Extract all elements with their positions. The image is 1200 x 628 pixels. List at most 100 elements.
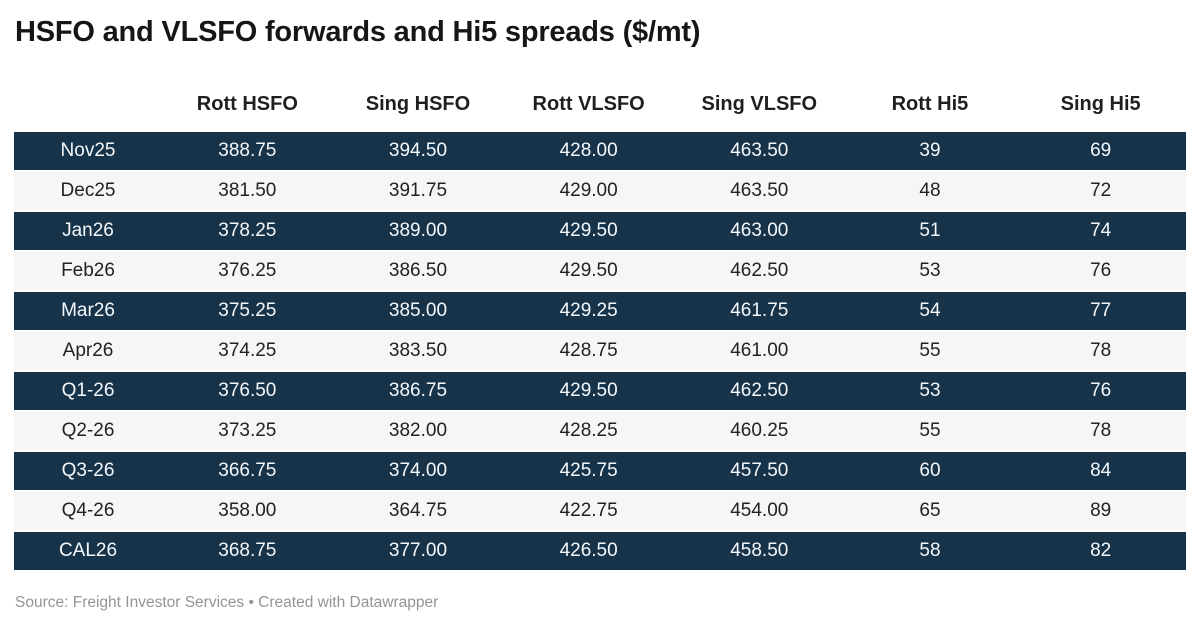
value-cell: 77 [1015, 292, 1186, 330]
period-cell: Dec25 [14, 172, 162, 210]
value-cell: 463.00 [673, 212, 845, 250]
value-cell: 461.00 [673, 332, 845, 370]
value-cell: 461.75 [673, 292, 845, 330]
value-cell: 454.00 [673, 492, 845, 530]
table-row: Q3-26 366.75 374.00 425.75 457.50 60 84 [14, 452, 1186, 490]
value-cell: 375.25 [162, 292, 333, 330]
value-cell: 457.50 [673, 452, 845, 490]
value-cell: 53 [844, 372, 1016, 410]
value-cell: 368.75 [162, 532, 333, 570]
table-row: Q1-26 376.50 386.75 429.50 462.50 53 76 [14, 372, 1186, 410]
period-cell: Q1-26 [14, 372, 162, 410]
value-cell: 463.50 [673, 132, 845, 170]
value-cell: 388.75 [162, 132, 333, 170]
table-row: Feb26 376.25 386.50 429.50 462.50 53 76 [14, 252, 1186, 290]
value-cell: 366.75 [162, 452, 333, 490]
value-cell: 428.75 [503, 332, 674, 370]
value-cell: 382.00 [332, 412, 504, 450]
table-row: Q4-26 358.00 364.75 422.75 454.00 65 89 [14, 492, 1186, 530]
table-row: Nov25 388.75 394.50 428.00 463.50 39 69 [14, 132, 1186, 170]
column-header: Sing HSFO [332, 87, 504, 130]
column-header: Sing VLSFO [673, 87, 845, 130]
value-cell: 358.00 [162, 492, 333, 530]
value-cell: 82 [1015, 532, 1186, 570]
value-cell: 76 [1015, 252, 1186, 290]
value-cell: 72 [1015, 172, 1186, 210]
column-header: Rott VLSFO [503, 87, 674, 130]
value-cell: 60 [844, 452, 1016, 490]
value-cell: 53 [844, 252, 1016, 290]
column-header: Rott Hi5 [844, 87, 1016, 130]
table-row: Dec25 381.50 391.75 429.00 463.50 48 72 [14, 172, 1186, 210]
value-cell: 386.50 [332, 252, 504, 290]
table-row: Apr26 374.25 383.50 428.75 461.00 55 78 [14, 332, 1186, 370]
table-row: Mar26 375.25 385.00 429.25 461.75 54 77 [14, 292, 1186, 330]
table-row: Jan26 378.25 389.00 429.50 463.00 51 74 [14, 212, 1186, 250]
table-row: Q2-26 373.25 382.00 428.25 460.25 55 78 [14, 412, 1186, 450]
period-cell: CAL26 [14, 532, 162, 570]
value-cell: 78 [1015, 332, 1186, 370]
value-cell: 425.75 [503, 452, 674, 490]
value-cell: 377.00 [332, 532, 504, 570]
value-cell: 463.50 [673, 172, 845, 210]
forwards-table: Rott HSFO Sing HSFO Rott VLSFO Sing VLSFO Ro… [14, 85, 1186, 572]
value-cell: 364.75 [332, 492, 504, 530]
value-cell: 376.25 [162, 252, 333, 290]
value-cell: 378.25 [162, 212, 333, 250]
value-cell: 76 [1015, 372, 1186, 410]
period-cell: Feb26 [14, 252, 162, 290]
value-cell: 51 [844, 212, 1016, 250]
value-cell: 391.75 [332, 172, 504, 210]
value-cell: 48 [844, 172, 1016, 210]
column-header-period [14, 87, 162, 130]
table-body: Nov25 388.75 394.50 428.00 463.50 39 69 Dec25 38… [14, 132, 1186, 570]
value-cell: 462.50 [673, 252, 845, 290]
value-cell: 84 [1015, 452, 1186, 490]
value-cell: 381.50 [162, 172, 333, 210]
value-cell: 429.00 [503, 172, 674, 210]
period-cell: Apr26 [14, 332, 162, 370]
table-row: CAL26 368.75 377.00 426.50 458.50 58 82 [14, 532, 1186, 570]
page-title: HSFO and VLSFO forwards and Hi5 spreads … [15, 16, 701, 48]
value-cell: 428.00 [503, 132, 674, 170]
period-cell: Jan26 [14, 212, 162, 250]
period-cell: Nov25 [14, 132, 162, 170]
value-cell: 39 [844, 132, 1016, 170]
value-cell: 78 [1015, 412, 1186, 450]
value-cell: 373.25 [162, 412, 333, 450]
value-cell: 429.50 [503, 372, 674, 410]
value-cell: 376.50 [162, 372, 333, 410]
value-cell: 74 [1015, 212, 1186, 250]
table-header: Rott HSFO Sing HSFO Rott VLSFO Sing VLSFO Ro… [14, 87, 1186, 130]
value-cell: 55 [844, 412, 1016, 450]
column-header: Sing Hi5 [1015, 87, 1186, 130]
value-cell: 89 [1015, 492, 1186, 530]
value-cell: 374.25 [162, 332, 333, 370]
value-cell: 458.50 [673, 532, 845, 570]
value-cell: 426.50 [503, 532, 674, 570]
value-cell: 58 [844, 532, 1016, 570]
value-cell: 374.00 [332, 452, 504, 490]
value-cell: 429.50 [503, 212, 674, 250]
period-cell: Mar26 [14, 292, 162, 330]
value-cell: 422.75 [503, 492, 674, 530]
value-cell: 385.00 [332, 292, 504, 330]
value-cell: 69 [1015, 132, 1186, 170]
period-cell: Q4-26 [14, 492, 162, 530]
value-cell: 389.00 [332, 212, 504, 250]
value-cell: 462.50 [673, 372, 845, 410]
value-cell: 460.25 [673, 412, 845, 450]
value-cell: 383.50 [332, 332, 504, 370]
period-cell: Q3-26 [14, 452, 162, 490]
value-cell: 429.25 [503, 292, 674, 330]
value-cell: 65 [844, 492, 1016, 530]
value-cell: 394.50 [332, 132, 504, 170]
value-cell: 55 [844, 332, 1016, 370]
table-header-row: Rott HSFO Sing HSFO Rott VLSFO Sing VLSFO Ro… [14, 87, 1186, 130]
value-cell: 429.50 [503, 252, 674, 290]
value-cell: 386.75 [332, 372, 504, 410]
value-cell: 54 [844, 292, 1016, 330]
period-cell: Q2-26 [14, 412, 162, 450]
source-attribution: Source: Freight Investor Services • Crea… [15, 594, 439, 611]
